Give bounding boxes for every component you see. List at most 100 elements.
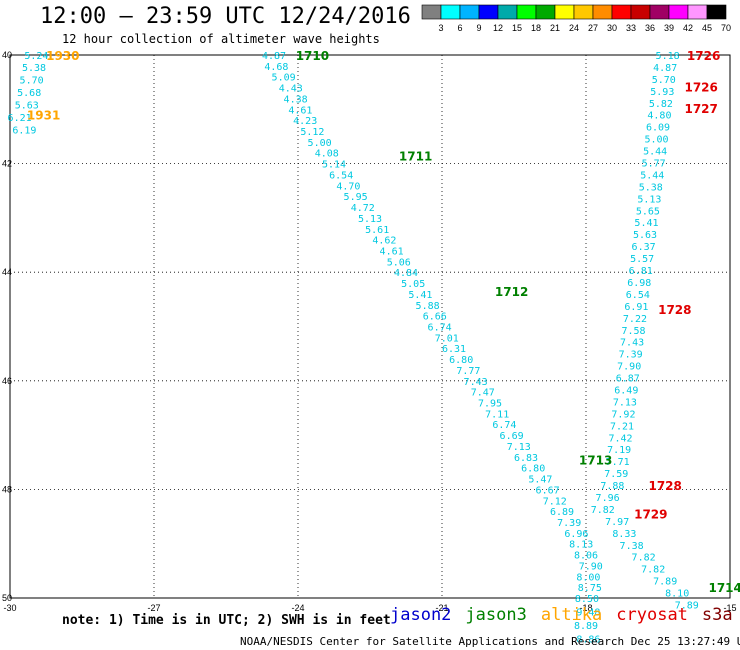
wave-height-value: 6.80 [449,355,473,366]
wave-height-value: 6.54 [329,170,353,181]
legend-s3a: s3a [701,605,733,625]
wave-height-value: 7.96 [596,493,620,504]
wave-height-value: 4.43 [279,84,303,95]
wave-height-value: 7.42 [609,433,633,444]
scale-swatch [440,4,461,20]
wave-height-value: 4.87 [653,63,677,74]
wave-height-value: 5.00 [645,135,669,146]
wave-height-value: 8.06 [574,551,598,562]
wave-height-value: 7.39 [557,518,581,529]
wave-height-value: 4.87 [262,51,286,62]
scale-swatch [459,4,480,20]
wave-height-value: 5.70 [652,75,676,86]
wave-height-value: 5.61 [365,225,389,236]
wave-height-value: 7.77 [456,366,480,377]
wave-height-value: 8.10 [665,589,689,600]
wave-height-value: 8.50 [575,594,599,605]
pass-time-label: 1931 [27,109,60,123]
wave-height-value: 5.18 [656,51,680,62]
wave-height-value: 5.70 [20,75,44,86]
wave-height-value: 5.68 [17,88,41,99]
wave-height-value: 6.89 [550,507,574,518]
scale-label: 36 [645,23,655,33]
wave-height-value: 7.43 [464,377,488,388]
wave-height-value: 7.13 [613,397,637,408]
wave-height-value: 5.00 [308,138,332,149]
scale-label: 24 [569,23,579,33]
wave-height-value: 6.54 [626,290,650,301]
wave-height-value: 5.63 [633,230,657,241]
scale-label: 30 [607,23,617,33]
credit-line: NOAA/NESDIS Center for Satellite Applica… [240,635,740,648]
scale-swatch [668,4,689,20]
scale-swatch [592,4,613,20]
wave-height-value: 4.61 [288,105,312,116]
scale-label: 6 [457,23,462,33]
wave-height-value: 6.31 [442,344,466,355]
wave-height-value: 7.89 [675,601,699,612]
scale-label: 3 [438,23,443,33]
wave-height-value: 7.39 [619,350,643,361]
wave-height-value: 5.44 [643,147,667,158]
scale-label: 21 [550,23,560,33]
wave-height-value: 5.24 [24,51,48,62]
wave-height-value: 7.43 [620,338,644,349]
wave-height-value: 7.19 [607,445,631,456]
scale-swatch [630,4,651,20]
wave-height-value: 8.00 [576,572,600,583]
wave-height-value: 5.77 [642,159,666,170]
latitude-tick-label: 50 [2,593,12,603]
latitude-tick-label: 42 [2,159,12,169]
wave-height-value: 7.97 [605,517,629,528]
wave-height-value: 6.83 [514,453,538,464]
wave-height-value: 7.88 [600,481,624,492]
wave-height-value: 5.44 [640,170,664,181]
wave-height-value: 6.19 [12,125,36,136]
pass-time-label: 1726 [684,80,717,94]
wave-height-value: 6.49 [614,385,638,396]
wave-height-value: 4.38 [284,94,308,105]
latitude-tick-label: 44 [2,267,12,277]
wave-height-value: 5.93 [650,87,674,98]
wave-height-value: 4.70 [336,181,360,192]
pass-time-label: 1728 [658,303,691,317]
wave-height-observations: 5.245.385.705.685.636.216.194.874.685.09… [8,51,699,646]
map-frame [9,54,731,599]
legend-cryosat: cryosat [616,605,688,625]
longitude-tick-label: -15 [723,603,736,613]
pass-time-label: 1729 [634,507,667,521]
wave-height-value: 6.91 [624,302,648,313]
wave-height-value: 4.68 [264,62,288,73]
scale-label: 39 [664,23,674,33]
wave-height-value: 5.06 [387,257,411,268]
wave-height-value: 6.21 [8,113,32,124]
scale-label: 27 [588,23,598,33]
scale-label: 18 [531,23,541,33]
wave-height-value: 4.62 [372,236,396,247]
longitude-tick-label: -27 [147,603,160,613]
wave-height-value: 7.21 [610,421,634,432]
wave-height-value: 6.09 [646,123,670,134]
scale-label: 70 [721,23,731,33]
scale-label: 15 [512,23,522,33]
legend-altika: altika [540,605,603,625]
scale-swatch [478,4,499,20]
wave-height-value: 5.13 [637,194,661,205]
pass-time-label: 1710 [296,49,329,63]
scale-swatch [687,4,708,20]
legend-jason3: jason3 [465,605,527,625]
pass-time-label: 1712 [495,285,528,299]
pass-time-label: 1728 [648,479,681,493]
latitude-tick-label: 46 [2,376,12,386]
wave-height-value: 7.12 [543,496,567,507]
wave-height-value: 7.90 [617,362,641,373]
wave-height-value: 5.41 [408,290,432,301]
scale-label: 33 [626,23,636,33]
wave-height-value: 6.74 [428,323,452,334]
latitude-tick-label: 40 [2,50,12,60]
wave-height-value: 4.61 [380,246,404,257]
wave-height-value: 6.96 [564,529,588,540]
